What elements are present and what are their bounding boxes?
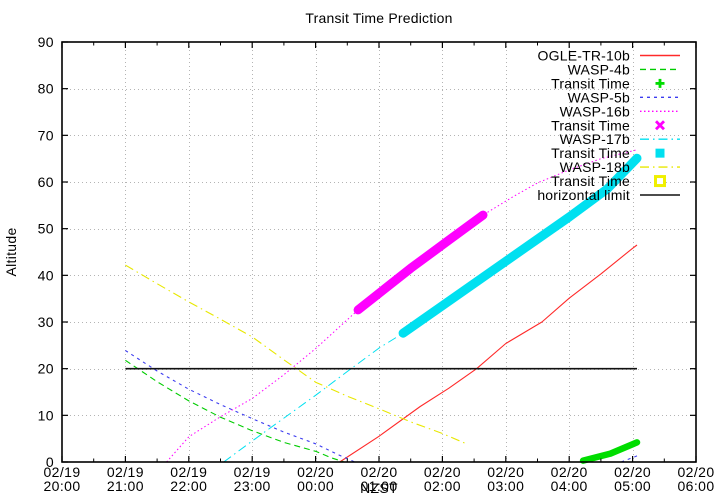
y-tick-label: 80 [38,81,54,97]
y-tick-label: 0 [46,454,54,470]
x-tick-label-date: 02/20 [487,464,524,480]
x-axis-label: NZST [360,480,398,496]
transit-band-wasp-17b-transit-time [398,153,642,338]
x-tick-label-date: 02/20 [614,464,651,480]
x-tick-label-time: 22:00 [170,478,207,494]
x-tick-label-date: 02/20 [297,464,334,480]
chart-title: Transit Time Prediction [305,10,452,26]
legend-label-transit-time: Transit Time [551,173,630,189]
x-tick-label-time: 06:00 [677,478,714,494]
x-tick-label-time: 01:00 [360,478,397,494]
series-layer [125,149,642,464]
series-ogle-tr-10b [339,244,638,463]
legend-marker-cross [655,120,665,131]
series-wasp-4b [125,359,345,463]
transit-band-wasp-18b-transit-time [465,444,551,461]
y-tick-label: 20 [38,361,54,377]
x-tick-label-date: 02/20 [424,464,461,480]
series-wasp-5b-rise [621,455,638,463]
axes-frame [61,41,697,463]
x-tick-label-time: 23:00 [234,478,271,494]
x-tick-label-time: 02:00 [424,478,461,494]
legend-label-wasp-4b: WASP-4b [568,61,630,77]
x-tick-label-date: 02/19 [43,464,80,480]
legend-label-wasp-17b: WASP-17b [560,131,630,147]
x-tick-label-date: 02/19 [234,464,271,480]
x-tick-label-date: 02/20 [360,464,397,480]
y-tick-label: 40 [38,267,54,283]
legend-label-transit-time: Transit Time [551,145,630,161]
series-wasp-5b [125,350,356,463]
x-tick-label-time: 05:00 [614,478,651,494]
x-tick-label-time: 21:00 [107,478,144,494]
y-tick-label: 30 [38,314,54,330]
y-axis-label: Altitude [3,227,19,276]
legend-label-wasp-18b: WASP-18b [560,159,630,175]
tick-labels: 010203040506070809002/1920:0002/1921:000… [38,34,714,494]
legend-label-transit-time: Transit Time [551,117,630,133]
legend-label-wasp-16b: WASP-16b [560,103,630,119]
legend-label-wasp-5b: WASP-5b [568,89,630,105]
x-tick-label-time: 20:00 [43,478,80,494]
transit-band-wasp-16b-transit-time [353,210,488,315]
legend-marker-square [655,148,665,158]
legend-marker-open-square [654,175,666,188]
y-tick-label: 60 [38,174,54,190]
y-tick-label: 10 [38,407,54,423]
x-tick-label-time: 03:00 [487,478,524,494]
legend-label-horizontal-limit: horizontal limit [537,187,630,203]
y-tick-label: 90 [38,34,54,50]
y-tick-label: 50 [38,221,54,237]
x-tick-label-date: 02/20 [677,464,714,480]
x-tick-label-time: 04:00 [551,478,588,494]
x-tick-label-date: 02/19 [170,464,207,480]
x-tick-label-time: 00:00 [297,478,334,494]
series-wasp-18b [125,264,466,444]
legend-label-ogle-tr-10b: OGLE-TR-10b [538,48,630,64]
y-tick-label: 70 [38,127,54,143]
x-tick-label-date: 02/19 [107,464,144,480]
legend-label-transit-time: Transit Time [551,75,630,91]
x-tick-label-date: 02/20 [551,464,588,480]
transit-band-wasp-4b-transit-time [579,439,641,464]
